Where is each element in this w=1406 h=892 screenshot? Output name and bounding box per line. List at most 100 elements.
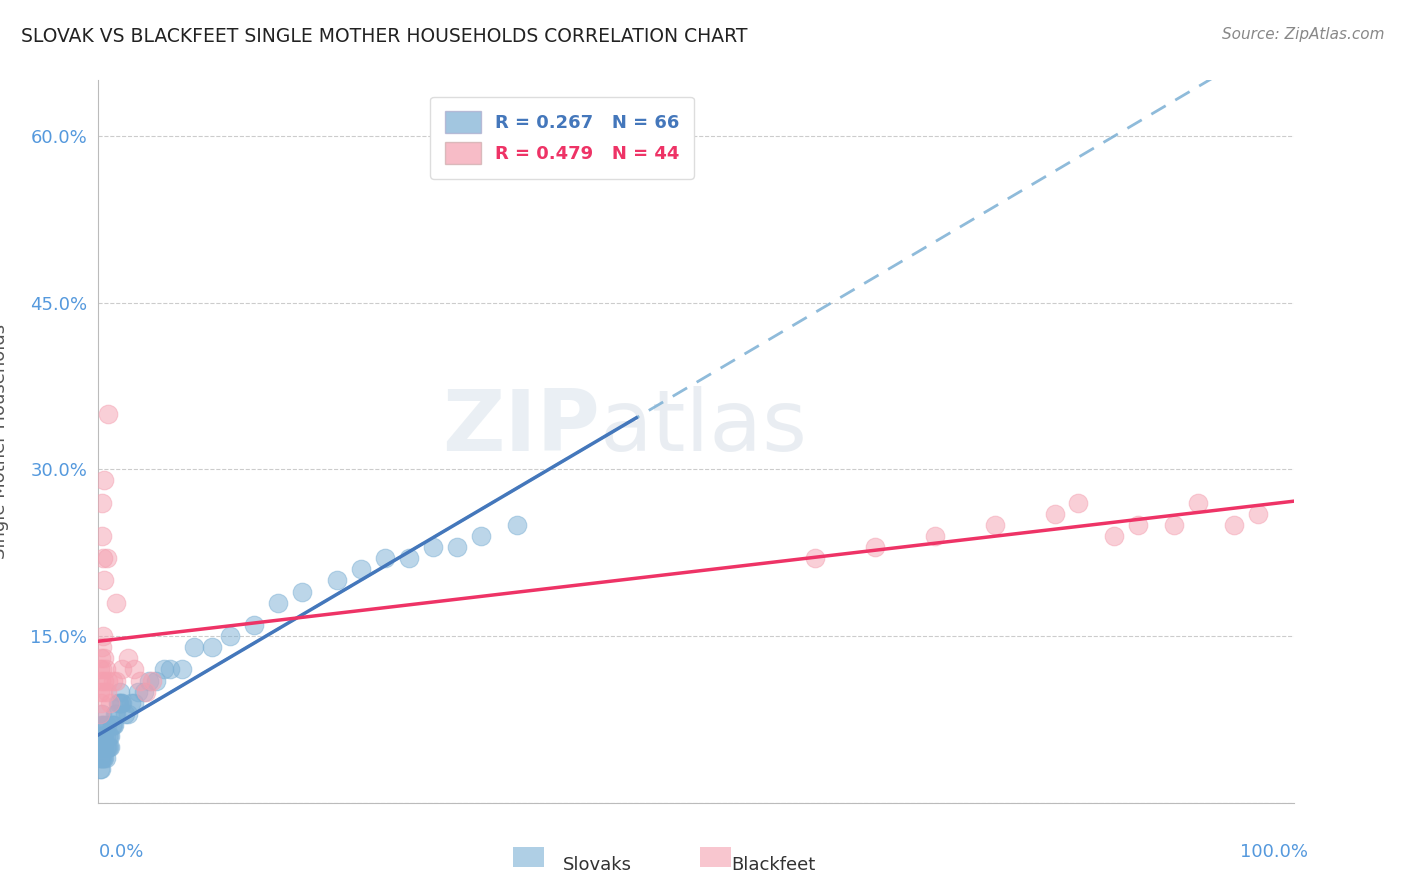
Point: [1247, 507, 1270, 521]
Point: [470, 529, 492, 543]
Point: [105, 673, 128, 688]
Point: [91, 729, 114, 743]
Point: [91, 629, 114, 643]
Point: [107, 696, 129, 710]
Point: [1043, 507, 1066, 521]
Point: [105, 706, 128, 721]
Point: [350, 562, 373, 576]
Point: [97, 673, 120, 688]
Point: [1187, 496, 1209, 510]
Point: [1104, 529, 1126, 543]
Point: [89, 684, 111, 698]
Y-axis label: Single Mother Households: Single Mother Households: [0, 324, 10, 559]
Point: [124, 662, 146, 676]
Point: [96, 684, 118, 698]
Point: [865, 540, 887, 554]
Point: [91, 740, 114, 755]
Point: [101, 718, 124, 732]
Point: [93, 718, 115, 732]
Point: [172, 662, 194, 676]
Point: [100, 718, 122, 732]
Point: [91, 740, 114, 755]
Point: [93, 474, 115, 488]
Point: [141, 673, 163, 688]
Point: [114, 706, 136, 721]
Point: [91, 684, 114, 698]
Text: ZIP: ZIP: [443, 385, 600, 468]
Point: [127, 684, 149, 698]
Point: [91, 640, 114, 655]
Point: [94, 751, 117, 765]
Point: [117, 706, 139, 721]
Point: [107, 696, 129, 710]
Point: [93, 751, 115, 765]
Point: [90, 718, 112, 732]
Point: [145, 673, 167, 688]
Point: [91, 662, 114, 676]
Text: Source: ZipAtlas.com: Source: ZipAtlas.com: [1222, 27, 1385, 42]
Point: [93, 729, 115, 743]
Point: [98, 729, 122, 743]
Point: [94, 662, 117, 676]
Point: [96, 740, 118, 755]
Point: [89, 751, 111, 765]
Point: [291, 584, 314, 599]
Point: [243, 618, 266, 632]
Point: [96, 551, 118, 566]
Point: [90, 651, 112, 665]
Point: [804, 551, 827, 566]
Point: [108, 684, 131, 698]
Point: [422, 540, 444, 554]
Point: [138, 673, 160, 688]
Point: [1223, 517, 1246, 532]
Point: [1128, 517, 1150, 532]
Point: [267, 596, 290, 610]
Point: [90, 763, 112, 777]
Point: [110, 696, 132, 710]
Point: [183, 640, 205, 655]
Point: [91, 729, 114, 743]
Point: [91, 751, 114, 765]
Point: [1163, 517, 1185, 532]
Point: [201, 640, 224, 655]
Point: [94, 729, 117, 743]
Point: [97, 407, 120, 421]
Point: [90, 673, 112, 688]
Point: [93, 651, 115, 665]
Point: [104, 706, 127, 721]
Point: [97, 729, 120, 743]
Point: [96, 718, 118, 732]
Point: [90, 740, 112, 755]
Point: [103, 718, 125, 732]
Point: [135, 684, 157, 698]
Point: [105, 596, 128, 610]
Point: [984, 517, 1007, 532]
Point: [94, 740, 117, 755]
Text: Slovaks: Slovaks: [562, 856, 631, 874]
Point: [111, 662, 134, 676]
Point: [101, 673, 124, 688]
Point: [159, 662, 181, 676]
Point: [506, 517, 529, 532]
Point: [219, 629, 242, 643]
Point: [129, 673, 152, 688]
Text: SLOVAK VS BLACKFEET SINGLE MOTHER HOUSEHOLDS CORRELATION CHART: SLOVAK VS BLACKFEET SINGLE MOTHER HOUSEH…: [21, 27, 748, 45]
Text: Blackfeet: Blackfeet: [731, 856, 815, 874]
Point: [91, 529, 114, 543]
Point: [91, 551, 114, 566]
Point: [98, 740, 122, 755]
Point: [117, 651, 139, 665]
Text: 0.0%: 0.0%: [98, 843, 143, 861]
Point: [374, 551, 396, 566]
Point: [98, 696, 122, 710]
Point: [124, 696, 146, 710]
Point: [93, 574, 115, 588]
Point: [924, 529, 946, 543]
Point: [91, 496, 114, 510]
Point: [89, 740, 111, 755]
Point: [446, 540, 468, 554]
Point: [1067, 496, 1090, 510]
Point: [93, 740, 115, 755]
Point: [91, 706, 114, 721]
Point: [90, 696, 112, 710]
